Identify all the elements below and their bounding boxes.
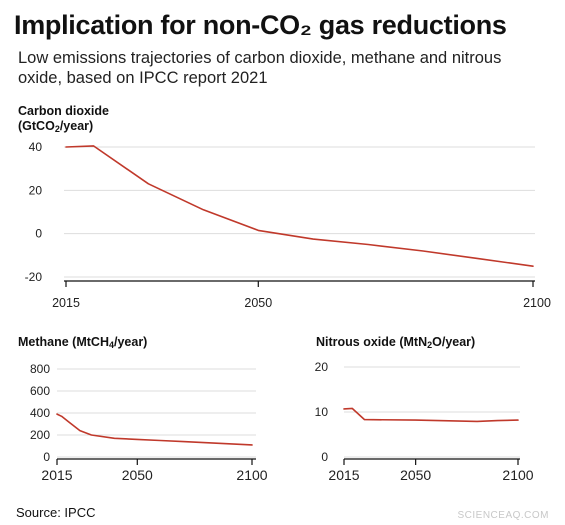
- ch4-label-pre: Methane (MtCH: [18, 335, 109, 349]
- ch4-series-line: [56, 413, 253, 446]
- ch4-y-tick-label: 800: [30, 362, 50, 376]
- n2o-series-line: [343, 407, 519, 423]
- ch4-label-sub: 4: [108, 340, 114, 350]
- ch4-y-tick-label: 400: [30, 406, 50, 420]
- ch4-chart-label: Methane (MtCH4/year): [18, 335, 147, 353]
- n2o-x-tick-label: 2050: [400, 467, 431, 483]
- co2-chart-label: Carbon dioxide (GtCO2/year): [18, 104, 109, 137]
- watermark: SCIENCEAQ.COM: [457, 510, 549, 521]
- co2-label-main: Carbon dioxide: [18, 104, 109, 118]
- ch4-x-tick-label: 2050: [122, 467, 153, 483]
- co2-y-tick-label: -20: [25, 270, 43, 284]
- co2-label-unit-sub: 2: [54, 124, 60, 134]
- n2o-x-tick-label: 2015: [328, 467, 359, 483]
- ch4-x-tick-label: 2015: [41, 467, 72, 483]
- n2o-chart-label: Nitrous oxide (MtN2O/year): [316, 335, 475, 353]
- n2o-y-tick-label: 20: [315, 360, 329, 374]
- n2o-y-tick-label: 0: [321, 450, 328, 464]
- n2o-x-tick-label: 2100: [502, 467, 533, 483]
- n2o-label-pre: Nitrous oxide (MtN: [316, 335, 428, 349]
- co2-label-unit-post: /year): [59, 119, 94, 133]
- co2-y-tick-label: 40: [29, 140, 43, 154]
- ch4-y-tick-label: 600: [30, 384, 50, 398]
- co2-series-line: [65, 145, 534, 268]
- n2o-y-tick-label: 10: [315, 405, 329, 419]
- co2-x-tick-label: 2050: [244, 296, 272, 310]
- ch4-y-tick-label: 0: [43, 450, 50, 464]
- chart-subtitle: Low emissions trajectories of carbon dio…: [18, 49, 502, 87]
- n2o-label-sub: 2: [427, 340, 433, 350]
- co2-x-tick-label: 2100: [523, 296, 551, 310]
- co2-label-unit-pre: (GtCO: [18, 119, 55, 133]
- co2-y-tick-label: 20: [29, 183, 43, 197]
- co2-y-tick-label: 0: [35, 227, 42, 241]
- co2-x-tick-label: 2015: [52, 296, 80, 310]
- n2o-label-post: O/year): [432, 335, 476, 349]
- source-note: Source: IPCC: [16, 505, 96, 520]
- ch4-y-tick-label: 200: [30, 428, 50, 442]
- chart-title: Implication for non-CO₂ gas reductions: [14, 10, 507, 40]
- ch4-x-tick-label: 2100: [236, 467, 267, 483]
- ch4-label-post: /year): [113, 335, 148, 349]
